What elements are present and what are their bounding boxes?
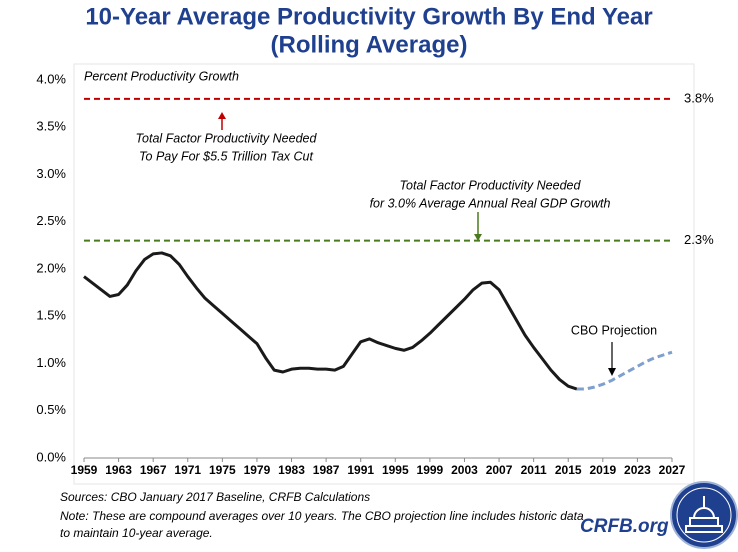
footer: Note: These are compound averages over 1… [60,509,584,523]
x-tick-label: 1995 [382,463,409,477]
x-tick-label: 1979 [244,463,271,477]
x-tick-label: 2027 [659,463,686,477]
logo [670,481,738,549]
x-tick-label: 1983 [278,463,305,477]
y-tick-label: 1.5% [36,308,66,323]
x-tick-label: 1967 [140,463,167,477]
footer: to maintain 10-year average. [60,526,213,540]
y-tick-label: 0.5% [36,402,66,417]
brand: CRFB.org [580,516,669,537]
x-tick-label: 1999 [417,463,444,477]
y-axis-label: Percent Productivity Growth [84,69,239,83]
y-tick-label: 4.0% [36,71,66,86]
footer: Sources: CBO January 2017 Baseline, CRFB… [60,490,370,504]
y-tick-label: 2.0% [36,260,66,275]
line [576,350,673,391]
x-tick-label: 1963 [105,463,132,477]
x-tick-label: 2003 [451,463,478,477]
y-tick-label: 2.5% [36,213,66,228]
x-tick-label: 2011 [521,463,547,477]
x-tick-label: 1991 [347,463,374,477]
reference-label: 3.8% [684,90,714,105]
x-tick-label: 2023 [624,463,651,477]
y-tick-label: 0.0% [36,449,66,464]
annotation: Total Factor Productivity Needed [136,131,318,145]
series-arrowhead [608,368,616,376]
x-tick-label: 1987 [313,463,340,477]
annotation: To Pay For $5.5 Trillion Tax Cut [139,149,313,163]
annotation: Total Factor Productivity Needed [400,178,582,192]
x-tick-label: 2007 [486,463,513,477]
y-tick-label: 3.5% [36,119,66,134]
annotation-arrowhead [474,234,482,241]
annotation: for 3.0% Average Annual Real GDP Growth [370,196,611,210]
chart-title: (Rolling Average) [271,31,468,58]
x-tick-label: 2019 [589,463,616,477]
series-label: CBO Projection [571,323,657,337]
annotation-arrowhead [218,112,226,119]
x-tick-label: 1975 [209,463,236,477]
y-tick-label: 1.0% [36,355,66,370]
reference-label: 2.3% [684,232,714,247]
plot-frame [73,63,695,485]
x-tick-label: 1959 [71,463,98,477]
x-tick-label: 1971 [174,463,201,477]
y-tick-label: 3.0% [36,166,66,181]
chart-title: 10-Year Average Productivity Growth By E… [85,3,652,30]
line [83,251,578,391]
x-tick-label: 2015 [555,463,582,477]
